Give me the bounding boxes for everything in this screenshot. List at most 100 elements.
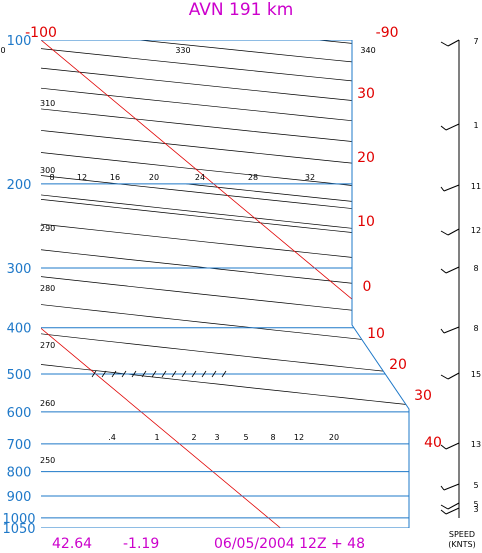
dry-adiabat	[41, 40, 409, 528]
temperature-side-label: 40	[424, 435, 442, 451]
pressure-tick-label: 500	[7, 368, 32, 383]
mixing-ratio-label: 16	[110, 173, 120, 182]
pressure-tick-label: 300	[7, 262, 32, 277]
mixing-ratio-label: 5	[243, 433, 248, 442]
wind-barb	[443, 184, 460, 192]
dry-adiabat	[41, 40, 409, 528]
level-mark	[141, 370, 147, 378]
wind-barb	[445, 507, 460, 515]
wind-barb	[447, 372, 460, 380]
level-mark	[91, 370, 97, 378]
temperature-side-label: 10	[357, 214, 375, 230]
pressure-tick-label: 1050	[2, 522, 35, 537]
pressure-tick-label: 600	[7, 406, 32, 421]
level-marks	[91, 370, 227, 378]
footer-valid: 06/05/2004 12Z + 48	[214, 536, 365, 552]
wind-axis-label: SPEED	[449, 530, 475, 539]
mixing-ratio-label: 2	[191, 433, 196, 442]
pressure-tick-label: 800	[7, 466, 32, 481]
wind-barb	[443, 483, 460, 491]
isotherm-line	[386, 40, 409, 528]
wind-barb	[445, 123, 460, 131]
wind-barb-flag	[440, 509, 447, 515]
dry-adiabat	[41, 40, 409, 528]
theta-label: 320	[0, 46, 6, 55]
theta-label: 340	[360, 46, 375, 55]
dry-adiabat	[41, 40, 409, 528]
wind-barb	[447, 39, 460, 47]
dry-adiabat	[41, 40, 409, 528]
dry-adiabat	[41, 40, 409, 528]
wind-speed-label: 8	[473, 264, 478, 273]
mixing-ratio-label: 20	[329, 433, 339, 442]
wind-speed-label: 11	[471, 182, 481, 191]
level-mark	[101, 370, 107, 378]
temperature-side-label: 20	[389, 357, 407, 373]
wind-speed-label: 1	[473, 121, 478, 130]
footer-lon: -1.19	[123, 536, 159, 552]
wind-speed-label: 3	[473, 505, 478, 514]
dry-adiabat	[41, 40, 409, 528]
moist-adiabat	[186, 183, 409, 528]
mixing-ratio-label: 1	[154, 433, 159, 442]
wind-speed-label: 5	[473, 500, 478, 509]
dry-adiabat	[41, 40, 409, 528]
level-mark	[121, 370, 127, 378]
wind-barb	[445, 266, 460, 274]
grid	[41, 40, 409, 528]
mixing-ratio-label: 8	[270, 433, 275, 442]
wind-barb-flag	[440, 186, 445, 192]
wind-barb	[445, 442, 460, 450]
level-mark	[181, 370, 187, 378]
theta-side-label: 290	[40, 224, 55, 233]
theta-side-label: 280	[40, 284, 55, 293]
wind-barb-flag	[440, 328, 445, 334]
dry-adiabat	[318, 40, 409, 528]
theta-label: 330	[175, 46, 190, 55]
wind-barb-flag	[440, 374, 449, 380]
plot-boundary	[351, 40, 410, 528]
wind-barb-flag	[440, 485, 445, 491]
mixing-ratio-label: 8	[49, 173, 54, 182]
level-mark	[221, 370, 227, 378]
mixing-ratio-label: 20	[149, 173, 159, 182]
mixing-ratio-label: .4	[108, 433, 116, 442]
mixing-ratio-label: 12	[77, 173, 87, 182]
theta-side-label: 270	[40, 341, 55, 350]
mixing-ratio-label: 3	[214, 433, 219, 442]
wind-speed-label: 15	[471, 370, 481, 379]
mixing-ratio-label: 28	[248, 173, 258, 182]
mixing-ratio-label: 12	[294, 433, 304, 442]
temperature-side-label: 20	[357, 150, 375, 166]
dry-adiabat	[41, 40, 409, 528]
wind-barb-flag	[440, 41, 449, 47]
wind-barb	[447, 228, 460, 236]
level-mark	[211, 370, 217, 378]
isotherm-line	[41, 40, 281, 528]
dry-adiabat	[41, 40, 409, 528]
wind-barb-flag	[440, 444, 447, 450]
wind-speed-label: 12	[471, 226, 481, 235]
theta-side-label: 310	[40, 99, 55, 108]
wind-speed-label: 5	[473, 481, 478, 490]
dry-adiabat	[139, 40, 409, 528]
level-mark	[151, 370, 157, 378]
wind-barb	[447, 502, 460, 510]
temperature-side-label: 30	[414, 388, 432, 404]
temperature-tick-label: -100	[25, 25, 57, 41]
mixing-ratio-label: 32	[305, 173, 315, 182]
level-mark	[171, 370, 177, 378]
dry-adiabat	[41, 40, 409, 528]
pressure-tick-label: 400	[7, 322, 32, 337]
isotherm-line	[41, 40, 409, 528]
footer-lat: 42.64	[52, 536, 92, 552]
pressure-tick-label: 900	[7, 490, 32, 505]
dry-adiabat	[41, 40, 409, 528]
temperature-side-label: 10	[367, 326, 385, 342]
temperature-side-label: 30	[357, 86, 375, 102]
theta-side-label: 260	[40, 399, 55, 408]
pressure-tick-label: 1000	[2, 512, 35, 527]
wind-barb-flag	[440, 125, 447, 131]
